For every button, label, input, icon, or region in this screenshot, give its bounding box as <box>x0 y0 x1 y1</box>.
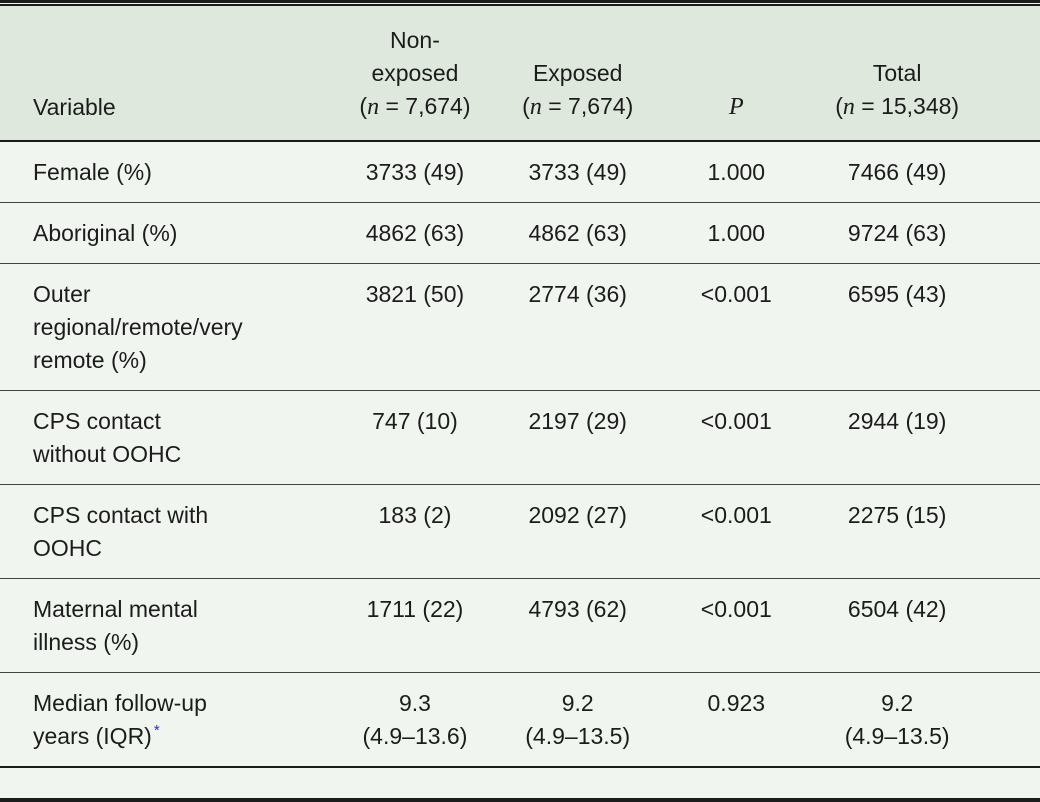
footnote-asterisk: * <box>153 722 160 740</box>
n-value: = 7,674) <box>379 93 471 119</box>
variable-cell: Female (%) <box>0 141 333 203</box>
n-open-paren: ( <box>522 93 530 119</box>
n-symbol: n <box>367 94 380 120</box>
n-symbol: n <box>529 94 542 120</box>
p-value-cell: <0.001 <box>658 484 815 579</box>
total-cell: 6504 (42) <box>814 578 1040 673</box>
p-value-cell: <0.001 <box>658 390 815 485</box>
n-open-paren: ( <box>359 93 368 119</box>
column-header-non-exposed: Non- exposed (n = 7,674) <box>332 5 498 142</box>
exposed-cell: 4793 (62) <box>497 578 659 673</box>
exposed-cell: 3733 (49) <box>497 141 659 203</box>
n-value: = 7,674) <box>541 93 634 119</box>
non-exposed-cell: 3821 (50) <box>332 263 498 391</box>
table-row-maternal-mental-illness: Maternal mental illness (%) 1711 (22) 47… <box>0 578 1040 673</box>
table-row-cps-with-oohc: CPS contact with OOHC 183 (2) 2092 (27) … <box>0 484 1040 579</box>
variable-label: Median follow-up years (IQR) <box>33 690 207 749</box>
column-header-label: Total <box>872 60 922 86</box>
non-exposed-cell: 747 (10) <box>332 390 498 485</box>
n-open-paren: ( <box>835 93 843 119</box>
exposed-cell: 2774 (36) <box>497 263 659 391</box>
variable-cell: CPS contact with OOHC <box>0 484 333 579</box>
variable-cell: Maternal mental illness (%) <box>0 578 333 673</box>
column-header-label: Variable <box>33 94 116 120</box>
n-value: = 15,348) <box>854 93 960 119</box>
variable-cell: Outer regional/remote/very remote (%) <box>0 263 333 391</box>
total-cell: 9724 (63) <box>814 202 1040 264</box>
column-header-n: (n = 7,674) <box>501 90 654 124</box>
non-exposed-cell: 1711 (22) <box>332 578 498 673</box>
table-row-aboriginal: Aboriginal (%) 4862 (63) 4862 (63) 1.000… <box>0 202 1040 264</box>
exposed-cell: 2092 (27) <box>497 484 659 579</box>
table-row-cps-without-oohc: CPS contact without OOHC 747 (10) 2197 (… <box>0 390 1040 485</box>
total-cell: 2944 (19) <box>814 390 1040 485</box>
table-row-female: Female (%) 3733 (49) 3733 (49) 1.000 746… <box>0 141 1040 203</box>
exposed-cell: 9.2 (4.9–13.5) <box>497 672 659 767</box>
column-header-exposed: Exposed (n = 7,674) <box>497 5 659 142</box>
column-header-n: (n = 7,674) <box>337 90 493 124</box>
variable-cell: Median follow-up years (IQR) * <box>0 672 333 767</box>
total-cell: 7466 (49) <box>814 141 1040 203</box>
results-table: Variable Non- exposed (n = 7,674) Expose… <box>0 4 1040 768</box>
p-value-cell: <0.001 <box>658 263 815 391</box>
p-value-cell: 1.000 <box>658 202 815 264</box>
column-header-total: Total (n = 15,348) <box>814 5 1040 142</box>
table-row-outer-regional: Outer regional/remote/very remote (%) 38… <box>0 263 1040 391</box>
non-exposed-cell: 4862 (63) <box>332 202 498 264</box>
exposed-cell: 2197 (29) <box>497 390 659 485</box>
non-exposed-cell: 183 (2) <box>332 484 498 579</box>
column-header-n: (n = 15,348) <box>818 90 976 124</box>
total-cell: 6595 (43) <box>814 263 1040 391</box>
exposed-cell: 4862 (63) <box>497 202 659 264</box>
column-header-variable: Variable <box>0 5 333 142</box>
p-value-cell: 1.000 <box>658 141 815 203</box>
column-header-label: P <box>728 94 744 120</box>
variable-cell: Aboriginal (%) <box>0 202 333 264</box>
total-cell: 2275 (15) <box>814 484 1040 579</box>
column-header-p-value: P <box>658 5 815 142</box>
total-cell: 9.2 (4.9–13.5) <box>814 672 1040 767</box>
non-exposed-cell: 9.3 (4.9–13.6) <box>332 672 498 767</box>
p-value-cell: 0.923 <box>658 672 815 767</box>
non-exposed-cell: 3733 (49) <box>332 141 498 203</box>
table-row-median-followup: Median follow-up years (IQR) * 9.3 (4.9–1… <box>0 672 1040 767</box>
p-value-cell: <0.001 <box>658 578 815 673</box>
table-header-row: Variable Non- exposed (n = 7,674) Expose… <box>0 5 1040 142</box>
column-header-label: Exposed <box>532 60 623 86</box>
column-header-label: Non- exposed <box>371 27 459 86</box>
variable-cell: CPS contact without OOHC <box>0 390 333 485</box>
n-symbol: n <box>842 94 855 120</box>
